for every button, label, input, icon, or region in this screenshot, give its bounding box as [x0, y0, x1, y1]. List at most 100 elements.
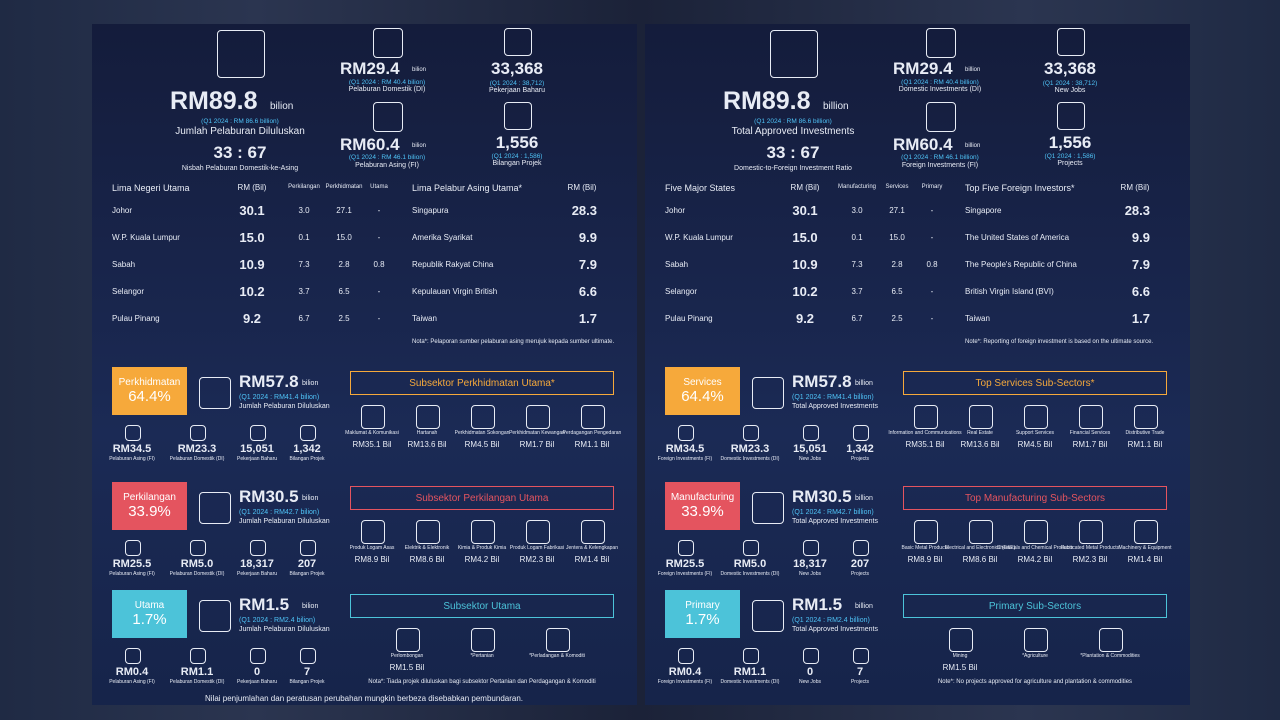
state-value: 10.9: [792, 257, 818, 272]
state-manufacturing: 0.1: [851, 233, 863, 242]
sector-name: Utama: [134, 600, 165, 611]
foreign-label: Foreign Investments (FI): [901, 162, 979, 169]
icon: [1134, 405, 1158, 429]
icon: [471, 628, 495, 652]
state-value: 9.2: [795, 311, 815, 326]
stat-label: Pekerjaan Baharu: [236, 571, 278, 577]
investor-name: British Virgin Island (BVI): [965, 287, 1054, 296]
icon: [853, 648, 869, 664]
subsector-label: Maklumat & Komunikasi: [345, 430, 399, 436]
ratio-label: Domestic-to-Foreign Investment Ratio: [734, 165, 852, 172]
investor-value: 1.7: [1131, 311, 1150, 326]
icon: [914, 520, 938, 544]
icon: [1057, 28, 1085, 56]
stat-label: Pelaburan Asing (FI): [109, 571, 155, 577]
investors-header: RM (Bil): [567, 183, 597, 192]
icon: [300, 648, 316, 664]
sector-prior: (Q1 2024 : RM2.4 billion): [792, 617, 870, 624]
sector-label: Jumlah Pelaburan Diluluskan: [239, 518, 330, 525]
subsector-value: RM1.7 Bil: [519, 440, 555, 449]
ratio-label: Nisbah Pelaburan Domestik-ke-Asing: [181, 165, 299, 172]
stat-value: 1,342: [293, 443, 321, 455]
icon: [678, 540, 694, 556]
state-services: 2.8: [338, 260, 350, 269]
investor-name: Taiwan: [412, 314, 437, 323]
stat-value: 15,051: [240, 443, 274, 455]
icon: [803, 648, 819, 664]
stat-value: 18,317: [793, 558, 827, 570]
subsector-value: RM35.1 Bil: [905, 440, 945, 449]
state-name: W.P. Kuala Lumpur: [665, 233, 733, 242]
subsector-label: Jentera & Kelengkapan: [566, 545, 618, 551]
state-name: Pulau Pinang: [112, 314, 160, 323]
icon: [471, 405, 495, 429]
stat-label: Projects: [850, 571, 870, 577]
sector-unit: bilion: [302, 495, 319, 502]
icon: [752, 492, 784, 524]
sectors-note: Nota*: Tiada projek diluluskan bagi subs…: [368, 679, 596, 685]
subsector-title-box: Subsektor Perkhidmatan Utama*: [350, 371, 614, 395]
sector-name: Perkhidmatan: [118, 377, 181, 388]
investor-name: Kepulauan Virgin British: [412, 287, 498, 296]
sector-name: Manufacturing: [670, 492, 735, 503]
investor-value: 1.7: [578, 311, 597, 326]
sector-prior: (Q1 2024 : RM42.7 bilion): [239, 509, 320, 516]
icon: [803, 540, 819, 556]
icon: [250, 540, 266, 556]
stat-label: Foreign Investments (FI): [657, 456, 713, 462]
sectors-note: Note*: No projects approved for agricult…: [937, 679, 1133, 685]
stat-value: 18,317: [240, 558, 274, 570]
subsector-label: Elektrik & Elektronik: [404, 545, 450, 551]
sector-share: 33.9%: [681, 503, 724, 520]
states-header: Manufacturing: [837, 184, 877, 190]
state-manufacturing: 3.0: [298, 206, 310, 215]
state-value: 30.1: [792, 203, 818, 218]
states-header: Perkhidmatan: [325, 184, 363, 190]
icon: [199, 377, 231, 409]
state-primary: -: [377, 314, 381, 323]
projects-value: 1,556: [1048, 133, 1092, 152]
subsector-label: Perlombongan: [390, 653, 424, 659]
stat-label: Projects: [850, 456, 870, 462]
state-name: Selangor: [665, 287, 698, 296]
subsector-value: RM8.6 Bil: [409, 555, 445, 564]
state-services: 2.5: [891, 314, 903, 323]
stat-label: Bilangan Projek: [289, 679, 325, 685]
sector-box: Manufacturing 33.9%: [665, 482, 740, 530]
subsector-label: Electrical and Electronics (E&E): [944, 545, 1016, 551]
icon: [373, 28, 403, 58]
icon: [504, 102, 532, 130]
state-primary: -: [377, 233, 381, 242]
stat-label: New Jobs: [799, 679, 821, 685]
subsector-label: Produk Logam Asas: [349, 545, 395, 551]
headline-unit: bilion: [270, 101, 294, 112]
sector-prior: (Q1 2024 : RM42.7 billion): [792, 509, 874, 516]
states-header: Primary: [921, 184, 943, 190]
icon: [396, 628, 420, 652]
state-value: 15.0: [792, 230, 818, 245]
domestic-unit: bilion: [412, 67, 427, 73]
subsector-value: RM2.3 Bil: [519, 555, 555, 564]
states-header: Utama: [370, 184, 388, 190]
sector-label: Total Approved Investments: [792, 626, 878, 633]
stat-label: Pelaburan Domestik (DI): [169, 571, 225, 577]
sector-unit: bilion: [302, 603, 319, 610]
icon: [770, 30, 818, 78]
stat-label: Domestic Investments (DI): [720, 571, 780, 577]
stat-label: Domestic Investments (DI): [720, 456, 780, 462]
sector-prior: (Q1 2024 : RM41.4 bilion): [239, 394, 320, 401]
investor-name: Singapura: [412, 206, 449, 215]
investor-value: 9.9: [578, 230, 597, 245]
state-services: 2.8: [891, 260, 903, 269]
states-title: Five Major States: [665, 183, 736, 193]
jobs-prior: (Q1 2024 : 38,712): [489, 80, 545, 87]
headline-prior: (Q1 2024 : RM 86.6 billion): [201, 118, 279, 125]
icon: [743, 540, 759, 556]
sector-unit: bilion: [302, 380, 319, 387]
subsector-title-box: Top Manufacturing Sub-Sectors: [903, 486, 1167, 510]
investor-name: The United States of America: [965, 233, 1070, 242]
icon: [546, 628, 570, 652]
subsector-label: Real Estate: [967, 430, 993, 436]
jobs-value: 33,368: [1044, 59, 1096, 78]
states-header: RM (Bil): [237, 183, 267, 192]
